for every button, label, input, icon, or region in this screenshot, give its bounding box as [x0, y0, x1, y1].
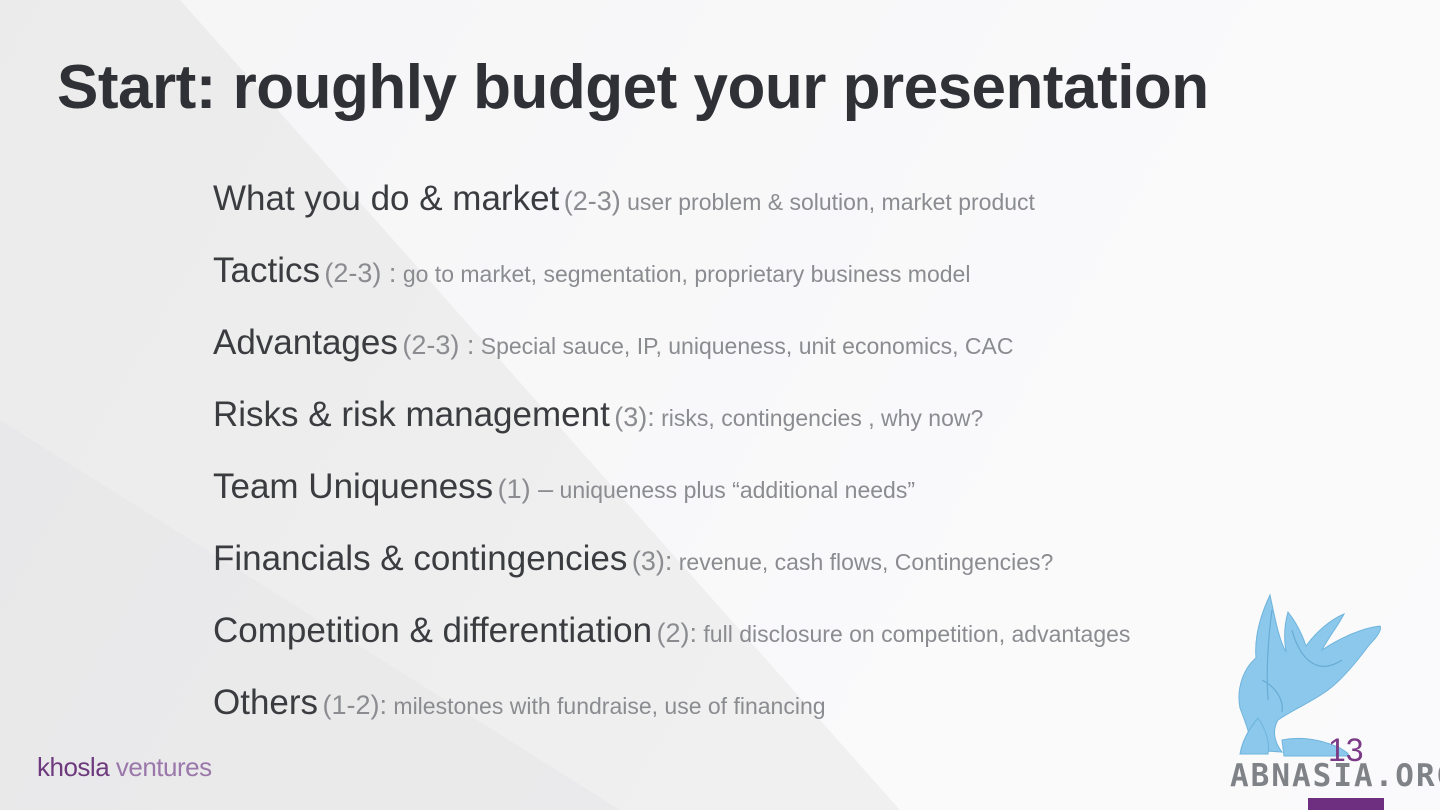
agenda-item-market: What you do & market (2-3) user problem … [213, 172, 1130, 244]
agenda-item-advantages: Advantages (2-3) : Special sauce, IP, un… [213, 316, 1130, 388]
item-slide-count: (1) – [497, 474, 554, 504]
agenda-item-others: Others (1-2): milestones with fundraise,… [213, 676, 1130, 748]
agenda-item-team: Team Uniqueness (1) – uniqueness plus “a… [213, 460, 1130, 532]
item-slide-count: (3): [614, 402, 655, 432]
brand-name-ventures: ventures [115, 752, 212, 782]
agenda-item-tactics: Tactics (2-3) : go to market, segmentati… [213, 244, 1130, 316]
item-slide-count: (2-3) : [402, 330, 475, 360]
item-slide-count: (2-3) : [324, 258, 397, 288]
item-description: uniqueness plus “additional needs” [553, 477, 915, 503]
item-slide-count: (1-2): [322, 690, 388, 720]
accent-bar [1308, 798, 1384, 810]
item-slide-count: (2-3) [563, 186, 621, 216]
agenda-list: What you do & market (2-3) user problem … [213, 172, 1130, 748]
item-heading: Competition & differentiation [213, 611, 653, 650]
item-description: user problem & solution, market product [620, 189, 1035, 215]
slide-title: Start: roughly budget your presentation [57, 53, 1209, 122]
item-heading: Others [213, 683, 319, 722]
watermark-text: ABNASIA.ORG [1230, 758, 1440, 794]
item-heading: Risks & risk management [213, 395, 610, 434]
item-description: Special sauce, IP, uniqueness, unit econ… [474, 333, 1014, 359]
item-description: milestones with fundraise, use of financ… [387, 693, 826, 719]
page-number: 13 [1328, 732, 1364, 768]
item-heading: Team Uniqueness [213, 467, 494, 506]
item-slide-count: (3): [631, 546, 673, 576]
agenda-item-competition: Competition & differentiation (2): full … [213, 604, 1130, 676]
item-description: go to market, segmentation, proprietary … [396, 261, 971, 287]
agenda-item-risks: Risks & risk management (3): risks, cont… [213, 388, 1130, 460]
agenda-item-financials: Financials & contingencies (3): revenue,… [213, 532, 1130, 604]
item-heading: Tactics [213, 251, 320, 290]
item-heading: What you do & market [213, 179, 560, 218]
item-slide-count: (2): [656, 618, 698, 648]
brand-name-khosla: khosla [37, 752, 110, 782]
brand-logo: khosla ventures [37, 752, 212, 783]
griffin-icon [1222, 590, 1388, 765]
item-description: revenue, cash flows, Contingencies? [672, 549, 1054, 575]
item-heading: Advantages [213, 323, 398, 362]
item-description: full disclosure on competition, advantag… [697, 621, 1131, 647]
item-heading: Financials & contingencies [213, 539, 628, 578]
item-description: risks, contingencies , why now? [654, 405, 984, 431]
